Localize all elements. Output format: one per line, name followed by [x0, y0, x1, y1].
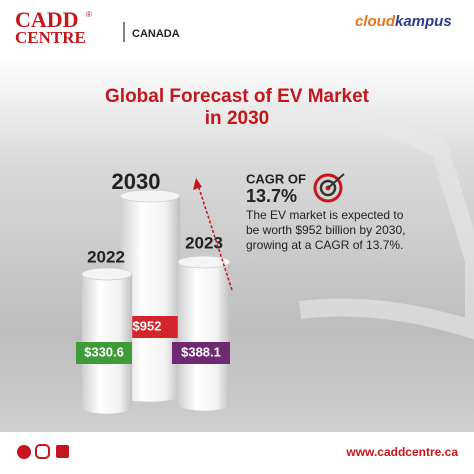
value-badge — [76, 342, 132, 364]
target-icon — [313, 173, 345, 203]
brand-top: CADD — [15, 7, 79, 32]
instagram-icon[interactable] — [35, 444, 50, 459]
partner-part1: cloud — [355, 13, 396, 30]
brand-bottom: CENTRE — [15, 28, 86, 47]
arrow-line — [197, 184, 233, 291]
cylinder-top — [81, 267, 133, 281]
arrow-head — [193, 178, 202, 190]
value-badge — [172, 342, 230, 364]
year-label: 2030 — [112, 169, 161, 194]
year-label: 2023 — [185, 233, 223, 252]
partner-part2: kampus — [395, 13, 452, 30]
region: CANADA — [132, 28, 180, 40]
background-shape — [227, 101, 474, 340]
value-label: $388.1 — [181, 344, 221, 359]
value-label: $330.6 — [84, 344, 124, 359]
cagr-text-line: The EV market is expected to — [246, 208, 404, 222]
cagr-text-line: be worth $952 billion by 2030, — [246, 223, 405, 237]
registered-mark: ® — [86, 10, 92, 19]
cylinder — [177, 261, 231, 412]
website[interactable]: www.caddcentre.ca — [345, 445, 458, 459]
cagr-label: CAGR OF — [246, 171, 306, 186]
partner-logo: cloudkampus — [355, 13, 452, 30]
footer-bar — [0, 432, 474, 474]
facebook-icon[interactable] — [17, 445, 31, 459]
value-label: $952 — [133, 318, 162, 333]
cagr-text-line: growing at a CAGR of 13.7%. — [246, 238, 403, 252]
year-label: 2022 — [87, 247, 125, 266]
cylinder-top — [177, 255, 231, 269]
linkedin-icon[interactable] — [56, 445, 69, 458]
title-line: in 2030 — [205, 108, 269, 129]
social-icons — [17, 444, 69, 459]
columns: $952 2030 $330.6 2022 $388.1 2023 — [76, 169, 231, 415]
cylinder-top — [119, 189, 181, 203]
title-line: Global Forecast of EV Market — [105, 86, 370, 107]
cagr-value: 13.7% — [246, 186, 297, 206]
